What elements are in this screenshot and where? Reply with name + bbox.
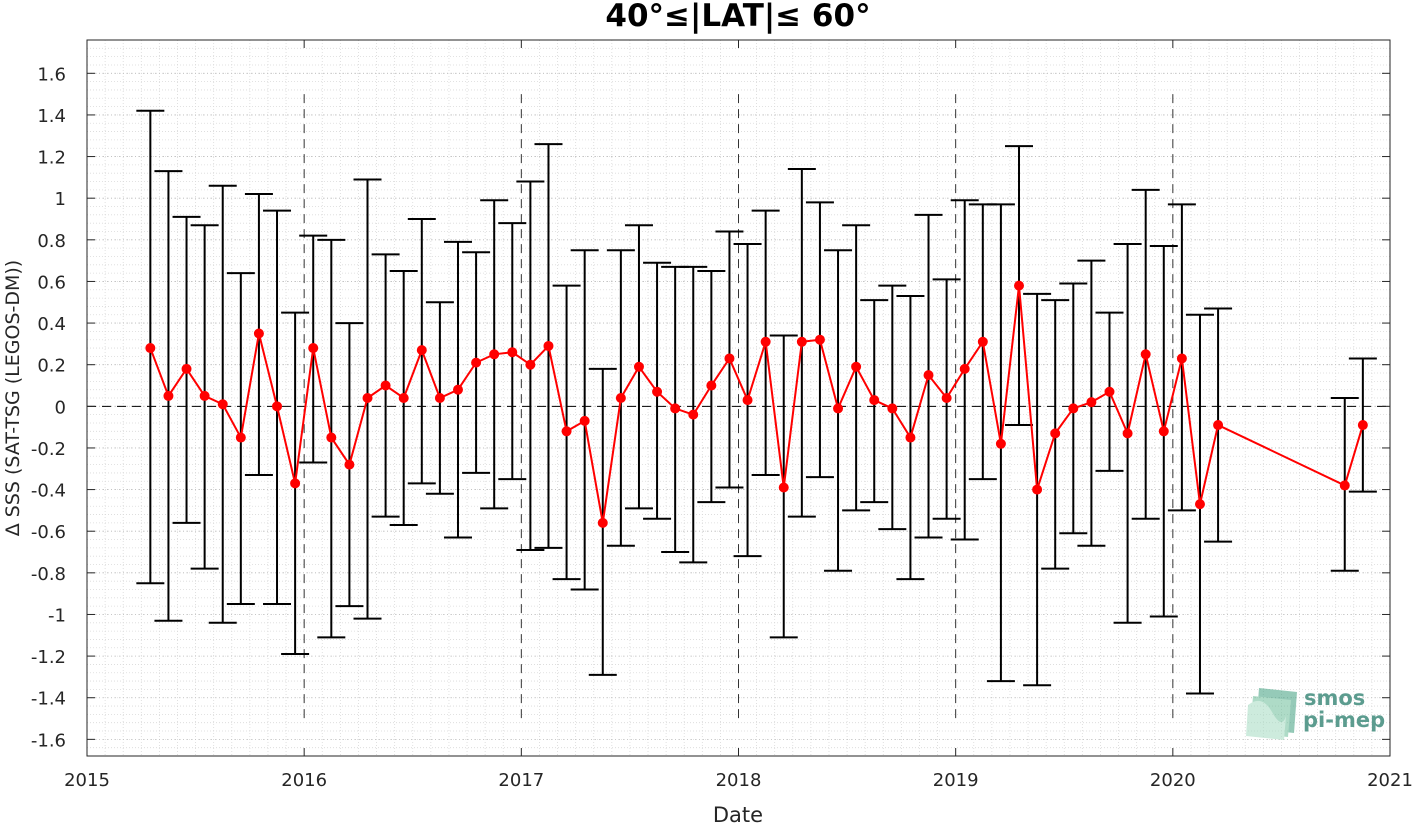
logo-text-smos: smos — [1304, 686, 1365, 710]
data-point-marker — [253, 328, 264, 339]
data-point-marker — [959, 363, 970, 374]
y-tick-label: -0.6 — [31, 522, 66, 543]
data-point-marker — [1032, 484, 1043, 495]
x-axis-label: Date — [713, 803, 763, 825]
axis-ticks — [86, 40, 1391, 756]
y-tick-label: 1.6 — [37, 64, 66, 85]
data-point-marker — [851, 361, 862, 372]
data-point-marker — [145, 343, 156, 354]
data-point-marker — [434, 393, 445, 403]
x-tick-label: 2016 — [281, 770, 327, 791]
data-point-marker — [1050, 428, 1061, 439]
x-tick-label: 2020 — [1150, 770, 1196, 791]
data-point-marker — [217, 399, 228, 410]
data-point-marker — [489, 349, 500, 360]
data-point-marker — [1086, 397, 1097, 408]
y-tick-label: 1.4 — [37, 106, 66, 127]
data-point-marker — [326, 432, 337, 443]
x-tick-label: 2018 — [716, 770, 762, 791]
data-point-marker — [1158, 426, 1169, 437]
y-tick-label: 0.4 — [37, 314, 66, 335]
x-tick-label: 2019 — [933, 770, 979, 791]
logo-mark-icon — [1246, 688, 1297, 740]
data-point-marker — [181, 363, 192, 374]
x-tick-labels: 2015 2016 2017 2018 2019 2020 2021 — [64, 770, 1413, 791]
data-point-marker — [525, 359, 536, 370]
data-point-marker — [706, 380, 717, 391]
data-point-marker — [362, 393, 373, 403]
y-tick-label: -1.4 — [31, 689, 66, 710]
data-point-marker — [398, 393, 409, 403]
data-point-marker — [1357, 420, 1368, 431]
data-point-marker — [1194, 499, 1205, 510]
data-point-marker — [1140, 349, 1151, 360]
data-point-marker — [1339, 480, 1350, 491]
x-tick-label: 2017 — [498, 770, 544, 791]
data-point-marker — [579, 415, 590, 426]
x-tick-label: 2021 — [1367, 770, 1413, 791]
y-tick-label: -0.8 — [31, 564, 66, 585]
y-axis-label: Δ SSS (SAT-TSG (LEGOS-DM)) — [2, 260, 24, 536]
data-point-marker — [633, 361, 644, 372]
data-point-marker — [760, 336, 771, 347]
data-point-marker — [543, 340, 554, 351]
data-point-marker — [163, 390, 174, 401]
data-point-marker — [833, 403, 844, 414]
logo-text-pimep: pi-mep — [1303, 708, 1385, 732]
data-point-marker — [452, 384, 463, 395]
data-point-marker — [1068, 403, 1079, 414]
y-tick-label: -1 — [48, 605, 66, 626]
data-point-marker — [507, 347, 518, 358]
data-point-marker — [597, 517, 608, 528]
data-point-marker — [380, 380, 391, 391]
data-point-marker — [796, 336, 807, 347]
data-point-marker — [199, 390, 210, 401]
y-tick-label: 0.8 — [37, 231, 66, 252]
data-point-marker — [670, 403, 681, 414]
data-point-marker — [561, 426, 572, 437]
smos-pimep-logo: smos pi-mep — [1246, 686, 1385, 740]
data-point-marker — [615, 393, 626, 403]
data-point-marker — [742, 395, 753, 406]
data-point-marker — [652, 386, 663, 397]
data-point-marker — [1213, 420, 1224, 431]
y-tick-label: 1.2 — [37, 148, 66, 169]
y-tick-label: 1 — [55, 189, 66, 210]
data-point-marker — [814, 334, 825, 345]
data-point-marker — [905, 432, 916, 443]
data-point-marker — [308, 343, 319, 354]
data-point-marker — [977, 336, 988, 347]
data-point-marker — [1176, 353, 1187, 364]
x-tick-label: 2015 — [64, 770, 110, 791]
series-line — [149, 285, 1364, 524]
y-tick-label: -0.2 — [31, 439, 66, 460]
data-point-marker — [272, 401, 283, 412]
y-tick-label: -0.4 — [31, 481, 66, 502]
data-point-marker — [923, 370, 934, 381]
data-point-marker — [235, 432, 246, 443]
data-point-marker — [1014, 280, 1025, 291]
data-point-marker — [344, 459, 355, 470]
y-tick-labels: -1.6 -1.4 -1.2 -1 -0.8 -0.6 -0.4 -0.2 0 0.2 0.4 0.6… — [31, 64, 66, 751]
y-tick-label: -1.2 — [31, 647, 66, 668]
data-point-marker — [416, 345, 427, 356]
y-tick-label: 0.6 — [37, 272, 66, 293]
y-tick-label: -1.6 — [31, 730, 66, 751]
markers-group — [145, 280, 1368, 528]
data-point-marker — [471, 357, 482, 368]
data-point-marker — [995, 438, 1006, 449]
data-point-marker — [887, 403, 898, 414]
y-tick-label: 0 — [55, 397, 66, 418]
data-point-marker — [869, 395, 880, 406]
chart-title: 40°≤|LAT|≤ 60° — [605, 0, 870, 34]
data-point-marker — [290, 478, 301, 489]
data-point-marker — [1104, 386, 1115, 397]
data-point-marker — [778, 482, 789, 493]
data-point-marker — [1122, 428, 1133, 439]
data-point-marker — [688, 409, 699, 420]
data-point-marker — [724, 353, 735, 364]
y-tick-label: 0.2 — [37, 356, 66, 377]
data-point-marker — [941, 393, 952, 403]
